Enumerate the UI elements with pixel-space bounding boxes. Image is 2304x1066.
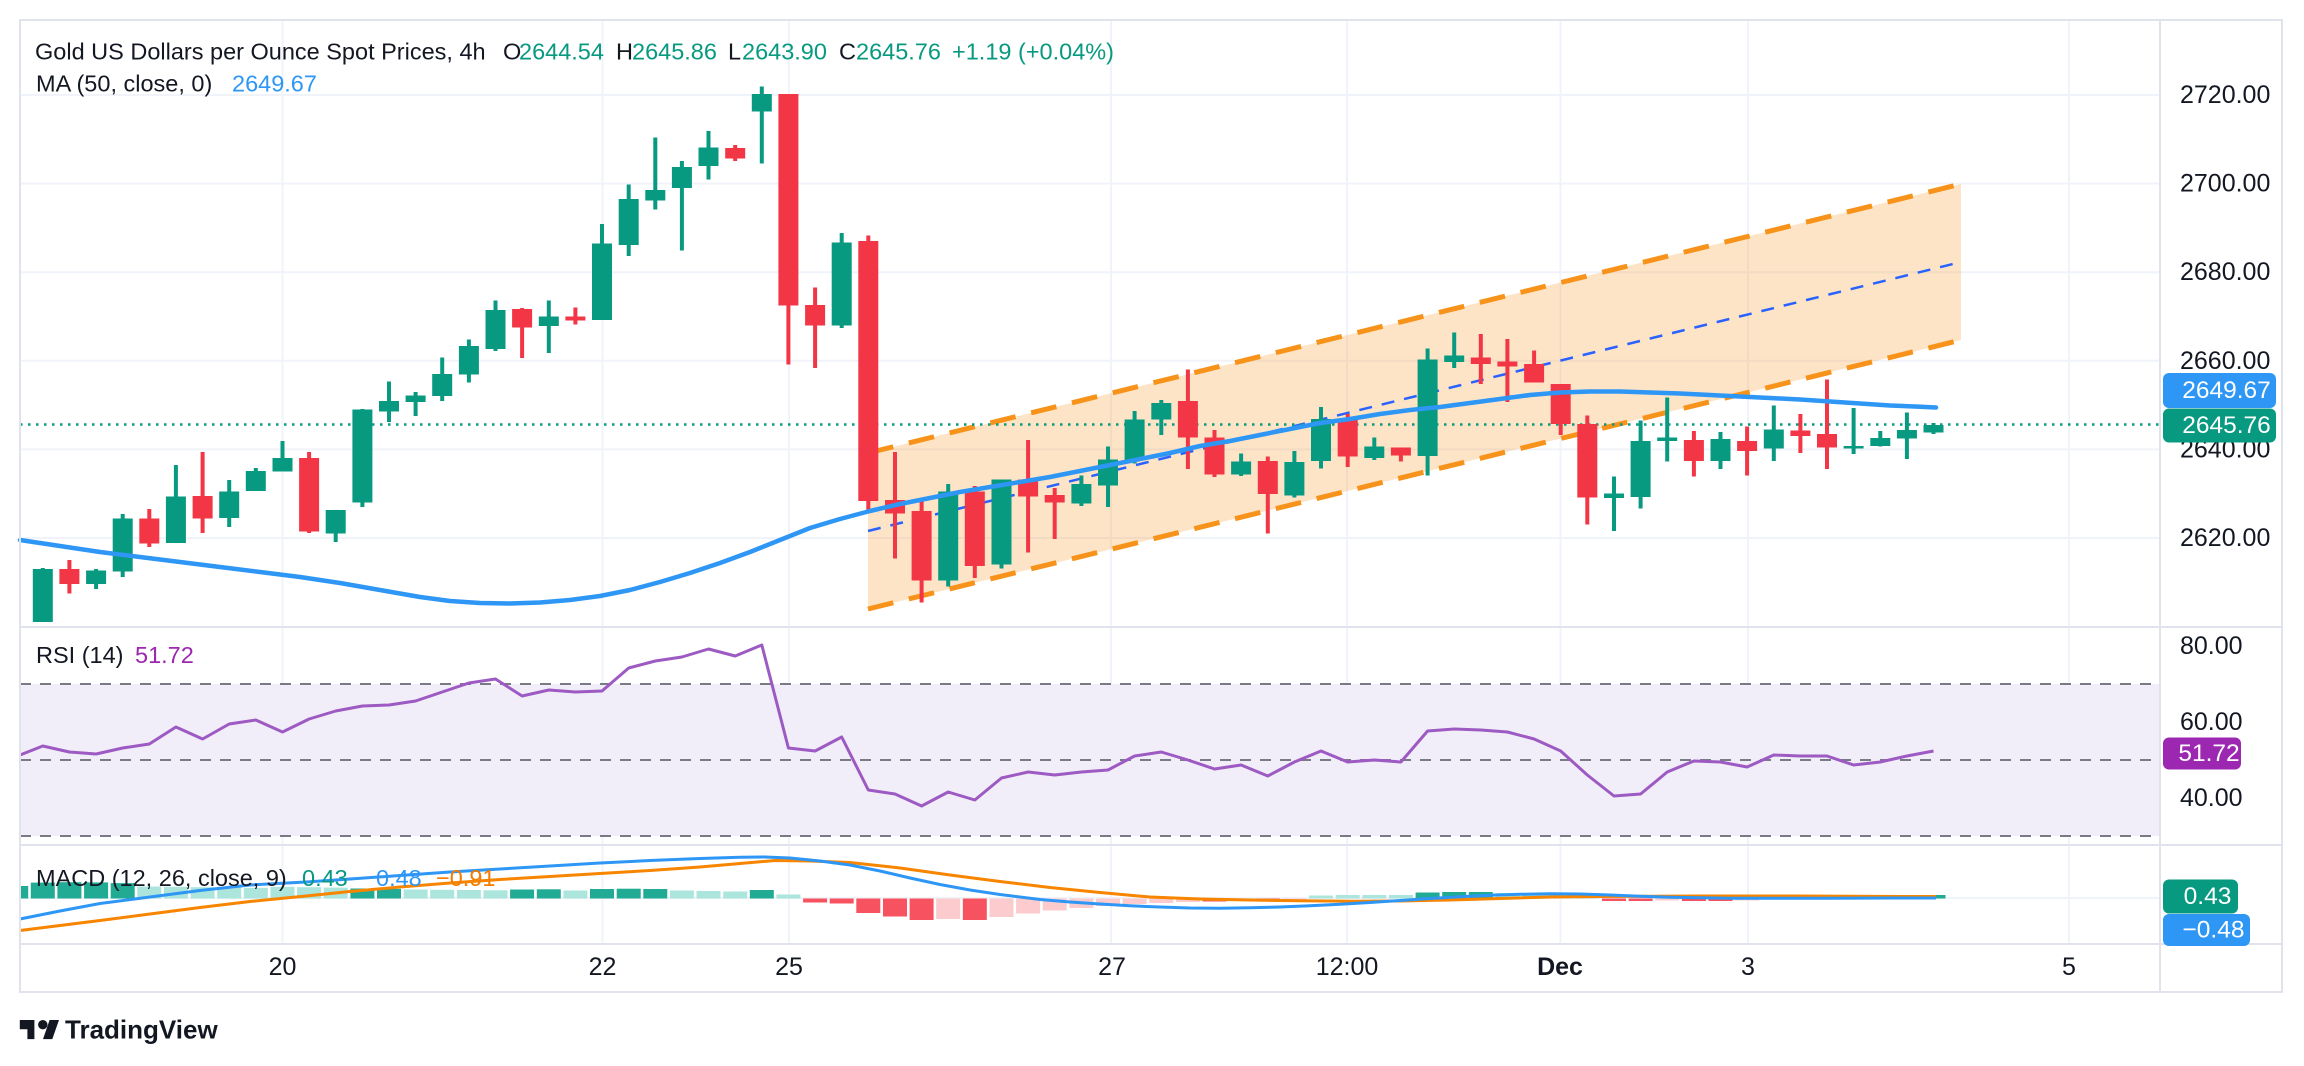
svg-text:2645.76: 2645.76 bbox=[856, 39, 941, 65]
svg-text:−0.48: −0.48 bbox=[2183, 917, 2245, 944]
svg-text:2645.76: 2645.76 bbox=[2182, 412, 2271, 439]
svg-text:+1.19 (+0.04%): +1.19 (+0.04%) bbox=[952, 39, 1114, 65]
svg-text:2649.67: 2649.67 bbox=[232, 71, 317, 97]
svg-text:0.48: 0.48 bbox=[376, 865, 422, 891]
svg-text:60.00: 60.00 bbox=[2180, 708, 2243, 736]
svg-text:2644.54: 2644.54 bbox=[519, 39, 604, 65]
svg-text:2660.00: 2660.00 bbox=[2180, 347, 2270, 375]
svg-text:2645.86: 2645.86 bbox=[632, 39, 717, 65]
svg-text:C: C bbox=[839, 39, 856, 65]
svg-text:2649.67: 2649.67 bbox=[2182, 377, 2271, 404]
svg-text:MACD (12, 26, close, 9): MACD (12, 26, close, 9) bbox=[36, 865, 287, 891]
svg-text:25: 25 bbox=[775, 953, 803, 981]
svg-text:22: 22 bbox=[589, 953, 617, 981]
svg-text:L: L bbox=[728, 39, 741, 65]
svg-text:2700.00: 2700.00 bbox=[2180, 170, 2270, 198]
svg-text:0.43: 0.43 bbox=[302, 865, 348, 891]
svg-text:51.72: 51.72 bbox=[2178, 740, 2239, 767]
svg-text:27: 27 bbox=[1098, 953, 1126, 981]
svg-text:H: H bbox=[616, 39, 633, 65]
svg-text:12:00: 12:00 bbox=[1316, 953, 1379, 981]
svg-text:O: O bbox=[503, 39, 521, 65]
svg-text:2643.90: 2643.90 bbox=[742, 39, 827, 65]
svg-text:20: 20 bbox=[269, 953, 297, 981]
svg-text:3: 3 bbox=[1741, 953, 1755, 981]
svg-text:2620.00: 2620.00 bbox=[2180, 524, 2270, 552]
svg-text:40.00: 40.00 bbox=[2180, 784, 2243, 812]
svg-text:Dec: Dec bbox=[1537, 953, 1583, 981]
svg-text:−0.91: −0.91 bbox=[436, 865, 495, 891]
svg-text:2680.00: 2680.00 bbox=[2180, 258, 2270, 286]
svg-text:RSI (14): RSI (14) bbox=[36, 642, 124, 668]
svg-text:80.00: 80.00 bbox=[2180, 632, 2243, 660]
svg-text:0.43: 0.43 bbox=[2184, 883, 2232, 910]
svg-text:51.72: 51.72 bbox=[135, 642, 194, 668]
svg-text:5: 5 bbox=[2062, 953, 2076, 981]
svg-text:Gold US Dollars per Ounce Spot: Gold US Dollars per Ounce Spot Prices, 4… bbox=[35, 39, 486, 65]
svg-text:TradingView: TradingView bbox=[65, 1015, 218, 1045]
svg-text:MA (50, close, 0): MA (50, close, 0) bbox=[36, 71, 212, 97]
svg-text:2720.00: 2720.00 bbox=[2180, 81, 2270, 109]
